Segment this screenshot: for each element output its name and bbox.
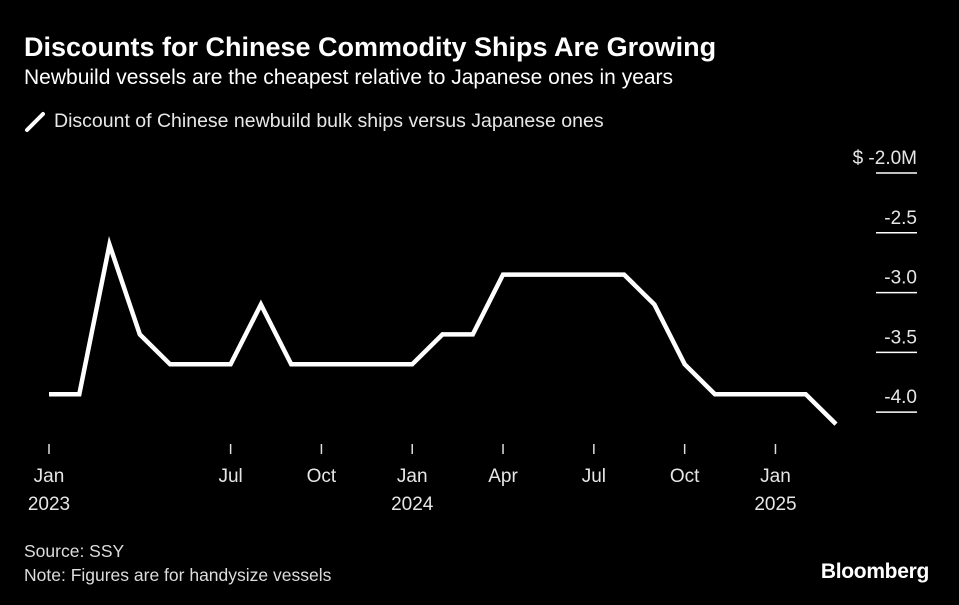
x-tick-label: Jul [218, 466, 242, 487]
legend-line-icon [25, 111, 45, 132]
bloomberg-logo: Bloomberg [820, 560, 929, 583]
x-tick-label: Jan [397, 466, 428, 487]
source-text: Source: SSY [24, 541, 125, 561]
chart-subtitle: Newbuild vessels are the cheapest relati… [24, 66, 674, 89]
legend-label: Discount of Chinese newbuild bulk ships … [54, 110, 604, 132]
y-tick-label: -3.5 [884, 327, 917, 348]
series-line [49, 236, 838, 426]
note-text: Note: Figures are for handysize vessels [24, 565, 332, 585]
y-tick-label: -4.0 [884, 387, 917, 408]
chart-title: Discounts for Chinese Commodity Ships Ar… [24, 32, 717, 62]
y-tick-label: -2.5 [884, 208, 917, 229]
x-tick-label: Oct [670, 466, 700, 487]
y-tick-label: $ -2.0M [853, 148, 917, 169]
x-tick-label: Jul [582, 466, 606, 487]
x-tick-label: Apr [488, 466, 518, 487]
x-tick-year-label: 2025 [754, 494, 796, 515]
x-tick-label: Jan [760, 466, 791, 487]
legend: Discount of Chinese newbuild bulk ships … [24, 110, 604, 133]
x-tick-label: Oct [307, 466, 337, 487]
x-tick-year-label: 2023 [28, 494, 70, 515]
y-tick-label: -3.0 [884, 268, 917, 289]
x-tick-label: Jan [34, 466, 65, 487]
x-tick-year-label: 2024 [391, 494, 434, 515]
